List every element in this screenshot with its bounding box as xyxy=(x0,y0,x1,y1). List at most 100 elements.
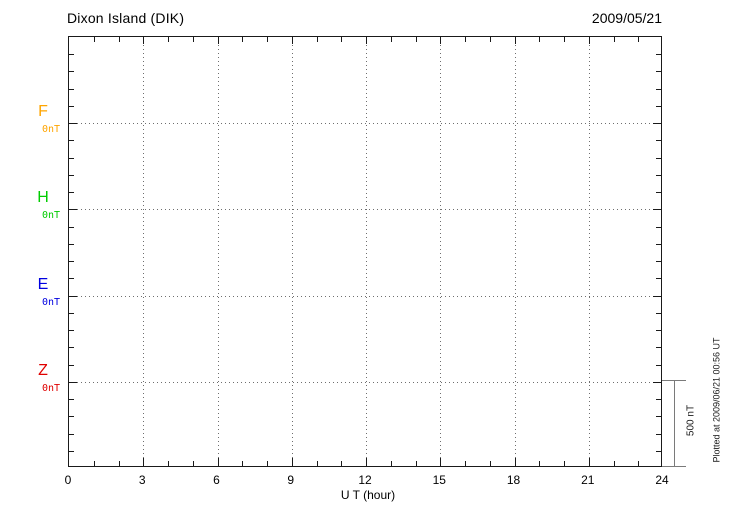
x-tick-label-18: 18 xyxy=(506,473,521,487)
gridline-vertical-h18 xyxy=(515,37,516,466)
tick-bottom-h23 xyxy=(638,461,639,466)
x-axis-title: U T (hour) xyxy=(340,488,396,502)
tick-left-20 xyxy=(69,382,77,383)
plot-area xyxy=(68,36,662,467)
x-tick-label-3: 3 xyxy=(138,473,146,487)
tick-left-14 xyxy=(69,278,74,279)
tick-right-23 xyxy=(656,434,661,435)
component-label-Z: Z xyxy=(38,361,48,379)
gridline-vertical-h15 xyxy=(440,37,441,466)
gridline-horizontal-10 xyxy=(69,209,661,210)
tick-left-3 xyxy=(69,89,74,90)
tick-left-1 xyxy=(69,54,74,55)
tick-top-h23 xyxy=(638,37,639,42)
tick-left-5 xyxy=(69,123,77,124)
tick-left-11 xyxy=(69,227,74,228)
tick-right-5 xyxy=(653,123,661,124)
tick-top-h5 xyxy=(193,37,194,42)
tick-bottom-h17 xyxy=(490,461,491,466)
tick-top-h18 xyxy=(515,37,516,44)
tick-bottom-h6 xyxy=(218,458,219,466)
tick-right-15 xyxy=(653,296,661,297)
tick-right-24 xyxy=(656,451,661,452)
tick-top-h20 xyxy=(564,37,565,42)
tick-left-6 xyxy=(69,140,74,141)
tick-right-11 xyxy=(656,227,661,228)
gridline-vertical-h6 xyxy=(218,37,219,466)
tick-left-4 xyxy=(69,106,74,107)
x-tick-label-6: 6 xyxy=(213,473,220,487)
tick-left-24 xyxy=(69,451,74,452)
x-tick-label-24: 24 xyxy=(655,473,669,487)
tick-right-7 xyxy=(656,158,661,159)
tick-right-9 xyxy=(656,192,661,193)
tick-right-8 xyxy=(656,175,661,176)
tick-right-3 xyxy=(656,89,661,90)
component-label-H: H xyxy=(37,189,49,207)
scale-bar-vertical xyxy=(674,381,675,467)
tick-bottom-h3 xyxy=(143,458,144,466)
x-tick-label-9: 9 xyxy=(287,473,295,487)
tick-bottom-h20 xyxy=(564,461,565,466)
tick-left-2 xyxy=(69,71,74,72)
scale-bar-top-stub xyxy=(662,380,686,381)
tick-left-16 xyxy=(69,313,74,314)
tick-top-h7 xyxy=(242,37,243,42)
tick-right-4 xyxy=(656,106,661,107)
gridline-vertical-h3 xyxy=(143,37,144,466)
tick-bottom-h8 xyxy=(267,461,268,466)
tick-bottom-h11 xyxy=(341,461,342,466)
tick-left-17 xyxy=(69,330,74,331)
plot-footnote: Plotted at 2009/06/21 00:56 UT xyxy=(711,337,722,463)
tick-top-h1 xyxy=(94,37,95,42)
tick-top-h6 xyxy=(218,37,219,44)
tick-bottom-h1 xyxy=(94,461,95,466)
scale-bar-label: 500 nT xyxy=(685,404,697,437)
tick-right-2 xyxy=(656,71,661,72)
date-label: 2009/05/21 xyxy=(591,10,662,26)
tick-bottom-h7 xyxy=(242,461,243,466)
tick-right-17 xyxy=(656,330,661,331)
tick-bottom-h13 xyxy=(391,461,392,466)
tick-right-12 xyxy=(656,244,661,245)
tick-top-h13 xyxy=(391,37,392,42)
x-tick-label-12: 12 xyxy=(358,473,372,487)
tick-bottom-h4 xyxy=(168,461,169,466)
tick-left-18 xyxy=(69,347,74,348)
tick-top-h4 xyxy=(168,37,169,42)
gridline-horizontal-15 xyxy=(69,296,661,297)
component-label-E: E xyxy=(37,275,49,293)
tick-bottom-h18 xyxy=(515,458,516,466)
tick-bottom-h22 xyxy=(614,461,615,466)
tick-top-h16 xyxy=(465,37,466,42)
tick-right-21 xyxy=(656,399,661,400)
tick-left-22 xyxy=(69,416,74,417)
tick-bottom-h14 xyxy=(416,461,417,466)
gridline-vertical-h9 xyxy=(292,37,293,466)
tick-top-h3 xyxy=(143,37,144,44)
component-baseline-value-E: 0nT xyxy=(41,296,61,308)
tick-top-h12 xyxy=(366,37,367,44)
tick-right-19 xyxy=(656,365,661,366)
tick-bottom-h10 xyxy=(317,461,318,466)
gridline-vertical-h21 xyxy=(589,37,590,466)
tick-right-18 xyxy=(656,347,661,348)
tick-bottom-h19 xyxy=(539,461,540,466)
component-baseline-value-Z: 0nT xyxy=(41,382,61,394)
x-tick-label-0: 0 xyxy=(64,473,72,487)
tick-left-9 xyxy=(69,192,74,193)
tick-left-12 xyxy=(69,244,74,245)
tick-top-h19 xyxy=(539,37,540,42)
tick-right-22 xyxy=(656,416,661,417)
tick-top-h14 xyxy=(416,37,417,42)
tick-left-23 xyxy=(69,434,74,435)
tick-top-h8 xyxy=(267,37,268,42)
tick-top-h15 xyxy=(440,37,441,44)
x-tick-label-21: 21 xyxy=(581,473,595,487)
tick-bottom-h21 xyxy=(589,458,590,466)
tick-bottom-h16 xyxy=(465,461,466,466)
tick-top-h21 xyxy=(589,37,590,44)
component-baseline-value-H: 0nT xyxy=(41,210,61,222)
tick-bottom-h15 xyxy=(440,458,441,466)
